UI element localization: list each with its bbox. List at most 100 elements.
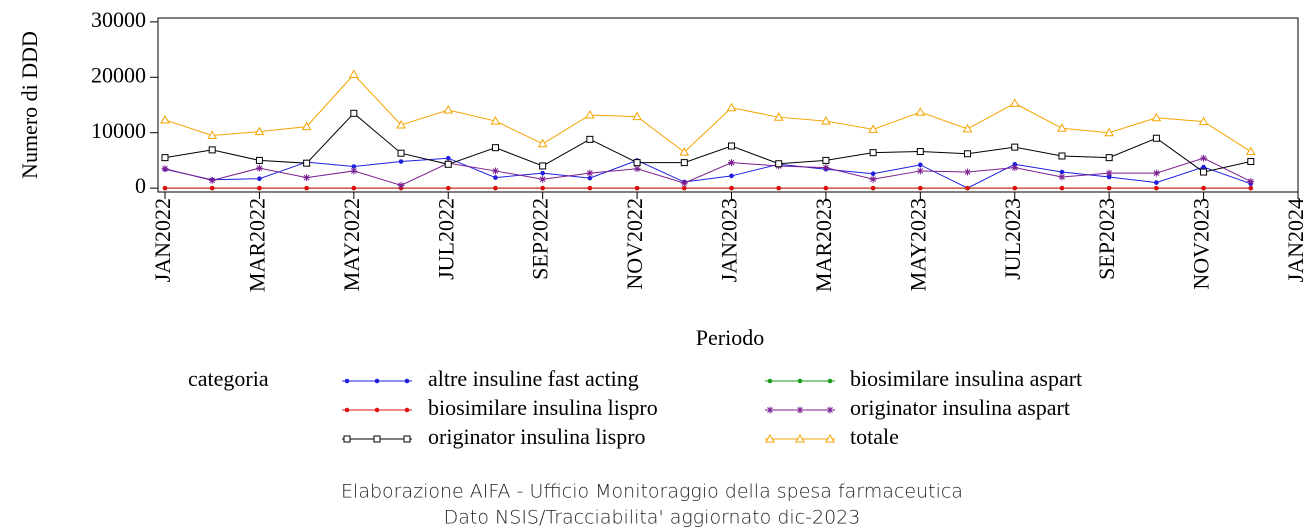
marker [726, 102, 737, 112]
legend-title: categoria [188, 366, 269, 391]
legend-marker [766, 406, 774, 414]
marker [208, 146, 216, 154]
marker [965, 185, 970, 191]
x-tick-label: MAY2022 [339, 198, 364, 291]
plot-frame [157, 17, 1299, 193]
legend-marker [344, 407, 350, 413]
marker [586, 169, 594, 177]
marker [1011, 164, 1019, 172]
marker [870, 185, 876, 191]
marker [490, 116, 501, 125]
legend-marker [765, 433, 775, 443]
marker [161, 165, 169, 173]
marker [632, 111, 642, 121]
series-line [164, 73, 1252, 153]
marker [301, 121, 312, 131]
marker [1009, 98, 1020, 107]
marker [869, 149, 877, 157]
marker [1105, 169, 1113, 177]
marker [207, 130, 218, 139]
legend-marker [827, 378, 833, 384]
marker [351, 164, 357, 169]
marker [587, 175, 593, 181]
marker [587, 185, 593, 191]
marker [1152, 169, 1160, 177]
legend-label: totale [850, 424, 899, 449]
x-tick-label: JUL2023 [1000, 198, 1025, 280]
marker [822, 156, 830, 164]
legend-marker [373, 435, 381, 443]
y-tick-label: 10000 [91, 118, 146, 143]
marker [539, 175, 547, 183]
marker [1106, 174, 1112, 180]
marker [1059, 169, 1065, 175]
marker [822, 164, 830, 172]
marker [491, 167, 499, 175]
marker [1154, 180, 1159, 185]
x-tick-label: SEP2022 [528, 198, 553, 280]
marker [540, 185, 545, 191]
marker [397, 181, 405, 189]
marker [303, 159, 311, 167]
legend-marker [767, 378, 773, 384]
marker [1058, 173, 1066, 181]
marker [209, 185, 215, 191]
marker [493, 185, 498, 191]
marker [1247, 177, 1255, 185]
marker [823, 185, 829, 191]
marker [728, 159, 735, 167]
legend-marker [826, 406, 834, 414]
marker [918, 162, 923, 168]
marker [1154, 185, 1159, 191]
y-axis-title: Numero di DDD [17, 31, 42, 179]
marker [444, 160, 452, 168]
marker [1201, 185, 1206, 191]
series-line [164, 157, 1252, 186]
x-tick-label: JAN2022 [150, 198, 175, 282]
legend-label: biosimilare insulina lispro [428, 395, 658, 420]
marker [1104, 127, 1115, 137]
x-tick-label: SEP2023 [1094, 198, 1119, 280]
marker [964, 150, 972, 158]
legend-marker [343, 435, 351, 443]
marker [1151, 112, 1162, 122]
marker [585, 109, 595, 119]
marker [304, 185, 309, 191]
legend-marker [344, 378, 350, 384]
marker [633, 159, 641, 167]
marker [303, 174, 311, 182]
marker [1058, 152, 1066, 160]
legend-marker [825, 433, 835, 443]
legend-marker [404, 407, 410, 413]
y-tick-label: 30000 [91, 7, 146, 32]
legend-marker [795, 433, 805, 443]
marker [1200, 168, 1208, 176]
marker [776, 185, 782, 191]
marker [586, 135, 594, 143]
marker [869, 175, 877, 183]
marker [1245, 146, 1256, 156]
legend-marker [404, 378, 410, 384]
x-tick-label: MAY2023 [905, 198, 930, 291]
marker [350, 109, 358, 117]
marker [681, 185, 687, 191]
legend-label: altre insuline fast acting [428, 366, 639, 391]
marker [1201, 164, 1206, 170]
marker [915, 107, 926, 116]
marker [918, 185, 923, 191]
marker [729, 185, 734, 191]
marker [208, 176, 216, 184]
marker [1106, 185, 1112, 191]
x-tick-label: NOV2023 [1189, 198, 1214, 290]
marker [680, 179, 688, 187]
marker [775, 160, 783, 168]
marker [916, 167, 924, 175]
marker [679, 147, 690, 156]
marker [491, 144, 499, 152]
marker [257, 176, 262, 182]
marker [1247, 158, 1255, 166]
y-tick-label: 20000 [91, 62, 146, 87]
series-line [164, 157, 1251, 189]
marker [962, 123, 973, 133]
marker [257, 185, 262, 191]
